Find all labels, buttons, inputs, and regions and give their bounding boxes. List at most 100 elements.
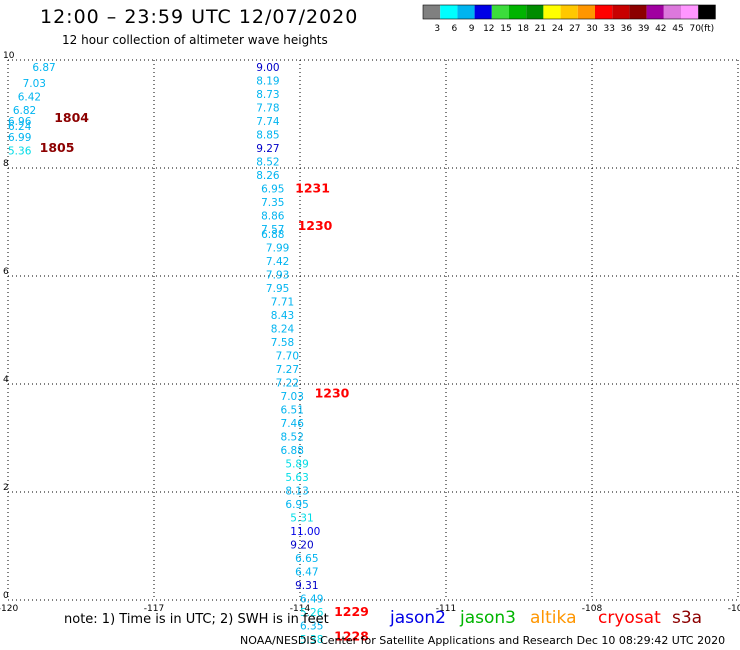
colorbar-label: 15 <box>500 24 511 34</box>
lat-tick-label: 8 <box>3 159 9 169</box>
colorbar-label: 6 <box>452 24 458 34</box>
colorbar-swatch <box>509 5 527 19</box>
swh-value-label: 7.42 <box>266 256 289 268</box>
colorbar-label: 24 <box>552 24 564 34</box>
swh-colorbar: 3 6 9 12 15 18 21 24 27 30 33 36 39 42 45 70 (ft) <box>422 4 716 34</box>
swh-value-label: 5.31 <box>290 513 313 525</box>
colorbar-label: 33 <box>603 24 614 34</box>
lat-tick-label: 4 <box>3 375 9 385</box>
swh-value-label: 8.43 <box>271 310 294 322</box>
lat-tick-label: 0 <box>3 591 9 601</box>
lon-tick-label: -111 <box>436 604 456 614</box>
swh-value-label: 6.65 <box>295 553 318 565</box>
swh-value-label: 6.96 <box>8 116 32 128</box>
pass-time-label: 1804 <box>54 110 89 125</box>
swh-value-label: 6.24 <box>8 121 32 133</box>
lon-tick-label: -105 <box>728 604 740 614</box>
swh-value-label: 6.87 <box>32 62 55 74</box>
swh-value-label: 6.88 <box>261 229 284 241</box>
swh-value-label: 8.52 <box>281 432 304 444</box>
swh-value-label: 8.52 <box>256 156 279 168</box>
colorbar-label: 27 <box>569 24 580 34</box>
colorbar-swatch <box>560 5 578 19</box>
footer-note: note: 1) Time is in UTC; 2) SWH is in fe… <box>64 612 329 627</box>
colorbar-swatch <box>491 5 509 19</box>
pass-time-label: 1231 <box>295 180 330 195</box>
swh-value-label: 6.51 <box>281 405 304 417</box>
swh-value-label: 8.19 <box>256 75 279 87</box>
swh-value-label: 6.95 <box>261 183 284 195</box>
colorbar-label: 12 <box>483 24 494 34</box>
swh-value-label: 6.49 <box>300 594 323 606</box>
colorbar-swatch <box>577 5 595 19</box>
swh-value-label: 7.93 <box>266 270 289 282</box>
swh-value-label: 9.31 <box>295 580 318 592</box>
colorbar-swatch <box>526 5 544 19</box>
swh-value-label: 6.88 <box>281 445 304 457</box>
swh-value-label: 5.63 <box>285 472 308 484</box>
swh-value-label: 6.35 <box>300 621 323 633</box>
colorbar-swatch <box>423 5 441 19</box>
swh-value-label: 7.58 <box>271 337 294 349</box>
swh-value-label: 5.38 <box>300 634 323 646</box>
swh-value-label: 7.03 <box>23 78 46 90</box>
map-title: 12:00 – 23:59 UTC 12/07/2020 <box>40 6 359 28</box>
swh-value-label: 7.71 <box>271 297 294 309</box>
colorbar-swatch <box>543 5 561 19</box>
lat-tick-label: 6 <box>3 267 9 277</box>
pass-time-label: 1230 <box>315 386 350 401</box>
colorbar-label: 18 <box>517 24 529 34</box>
swh-value-label: 6.47 <box>295 567 318 579</box>
colorbar-unit: (ft) <box>701 24 715 34</box>
lat-tick-label: 2 <box>3 483 9 493</box>
mission-jason2: jason2 <box>390 608 446 628</box>
mission-cryosat: cryosat <box>598 608 661 628</box>
swh-value-label: 8.73 <box>256 89 279 101</box>
mission-jason3: jason3 <box>460 608 516 628</box>
map-subtitle: 12 hour collection of altimeter wave hei… <box>62 33 328 47</box>
swh-value-label: 9.00 <box>256 62 279 74</box>
footer-credit: NOAA/NESDIS Center for Satellite Applica… <box>240 634 726 647</box>
swh-value-label: 9.27 <box>256 143 279 155</box>
colorbar-swatch <box>646 5 664 19</box>
pass-time-label: 1230 <box>298 218 333 233</box>
colorbar-frame <box>422 4 716 20</box>
swh-value-label: 7.27 <box>276 364 299 376</box>
colorbar-label: 30 <box>586 24 598 34</box>
swh-value-label: 8.26 <box>256 170 280 182</box>
lon-tick-label: -114 <box>290 604 311 614</box>
swh-value-label: 8.24 <box>271 324 295 336</box>
colorbar-label: 45 <box>672 24 683 34</box>
swh-value-label: 7.03 <box>281 391 304 403</box>
swh-value-label: 8.85 <box>256 129 279 141</box>
swh-value-label: 7.22 <box>276 378 299 390</box>
swh-value-label: 6.82 <box>13 105 36 117</box>
swh-value-label: 7.99 <box>266 243 289 255</box>
colorbar-swatch <box>663 5 681 19</box>
swh-value-label: 7.95 <box>266 283 289 295</box>
lat-tick-label: 10 <box>3 51 15 61</box>
colorbar-swatch <box>474 5 492 19</box>
pass-time-label: 1229 <box>334 604 369 619</box>
lon-tick-label: -120 <box>0 604 18 614</box>
pass-time-label: 1228 <box>334 629 369 644</box>
colorbar-label: 36 <box>621 24 633 34</box>
colorbar-label: 9 <box>469 24 475 34</box>
swh-value-label: 8.86 <box>261 210 285 222</box>
swh-value-label: 7.46 <box>281 418 305 430</box>
swh-value-label: 7.57 <box>261 224 284 236</box>
swh-value-label: 5.89 <box>285 459 308 471</box>
swh-value-label: 11.00 <box>290 526 320 538</box>
colorbar-label: 39 <box>638 24 650 34</box>
colorbar-swatch <box>612 5 630 19</box>
swh-value-label: 8.13 <box>285 486 308 498</box>
swh-value-label: 5.36 <box>8 146 32 158</box>
mission-s3a: s3a <box>672 608 703 628</box>
colorbar-swatch <box>629 5 647 19</box>
colorbar-label: 42 <box>655 24 666 34</box>
swh-value-label: 6.95 <box>285 499 308 511</box>
swh-value-label: 6.42 <box>18 92 41 104</box>
lon-tick-label: -108 <box>582 604 603 614</box>
colorbar-label: 3 <box>434 24 440 34</box>
